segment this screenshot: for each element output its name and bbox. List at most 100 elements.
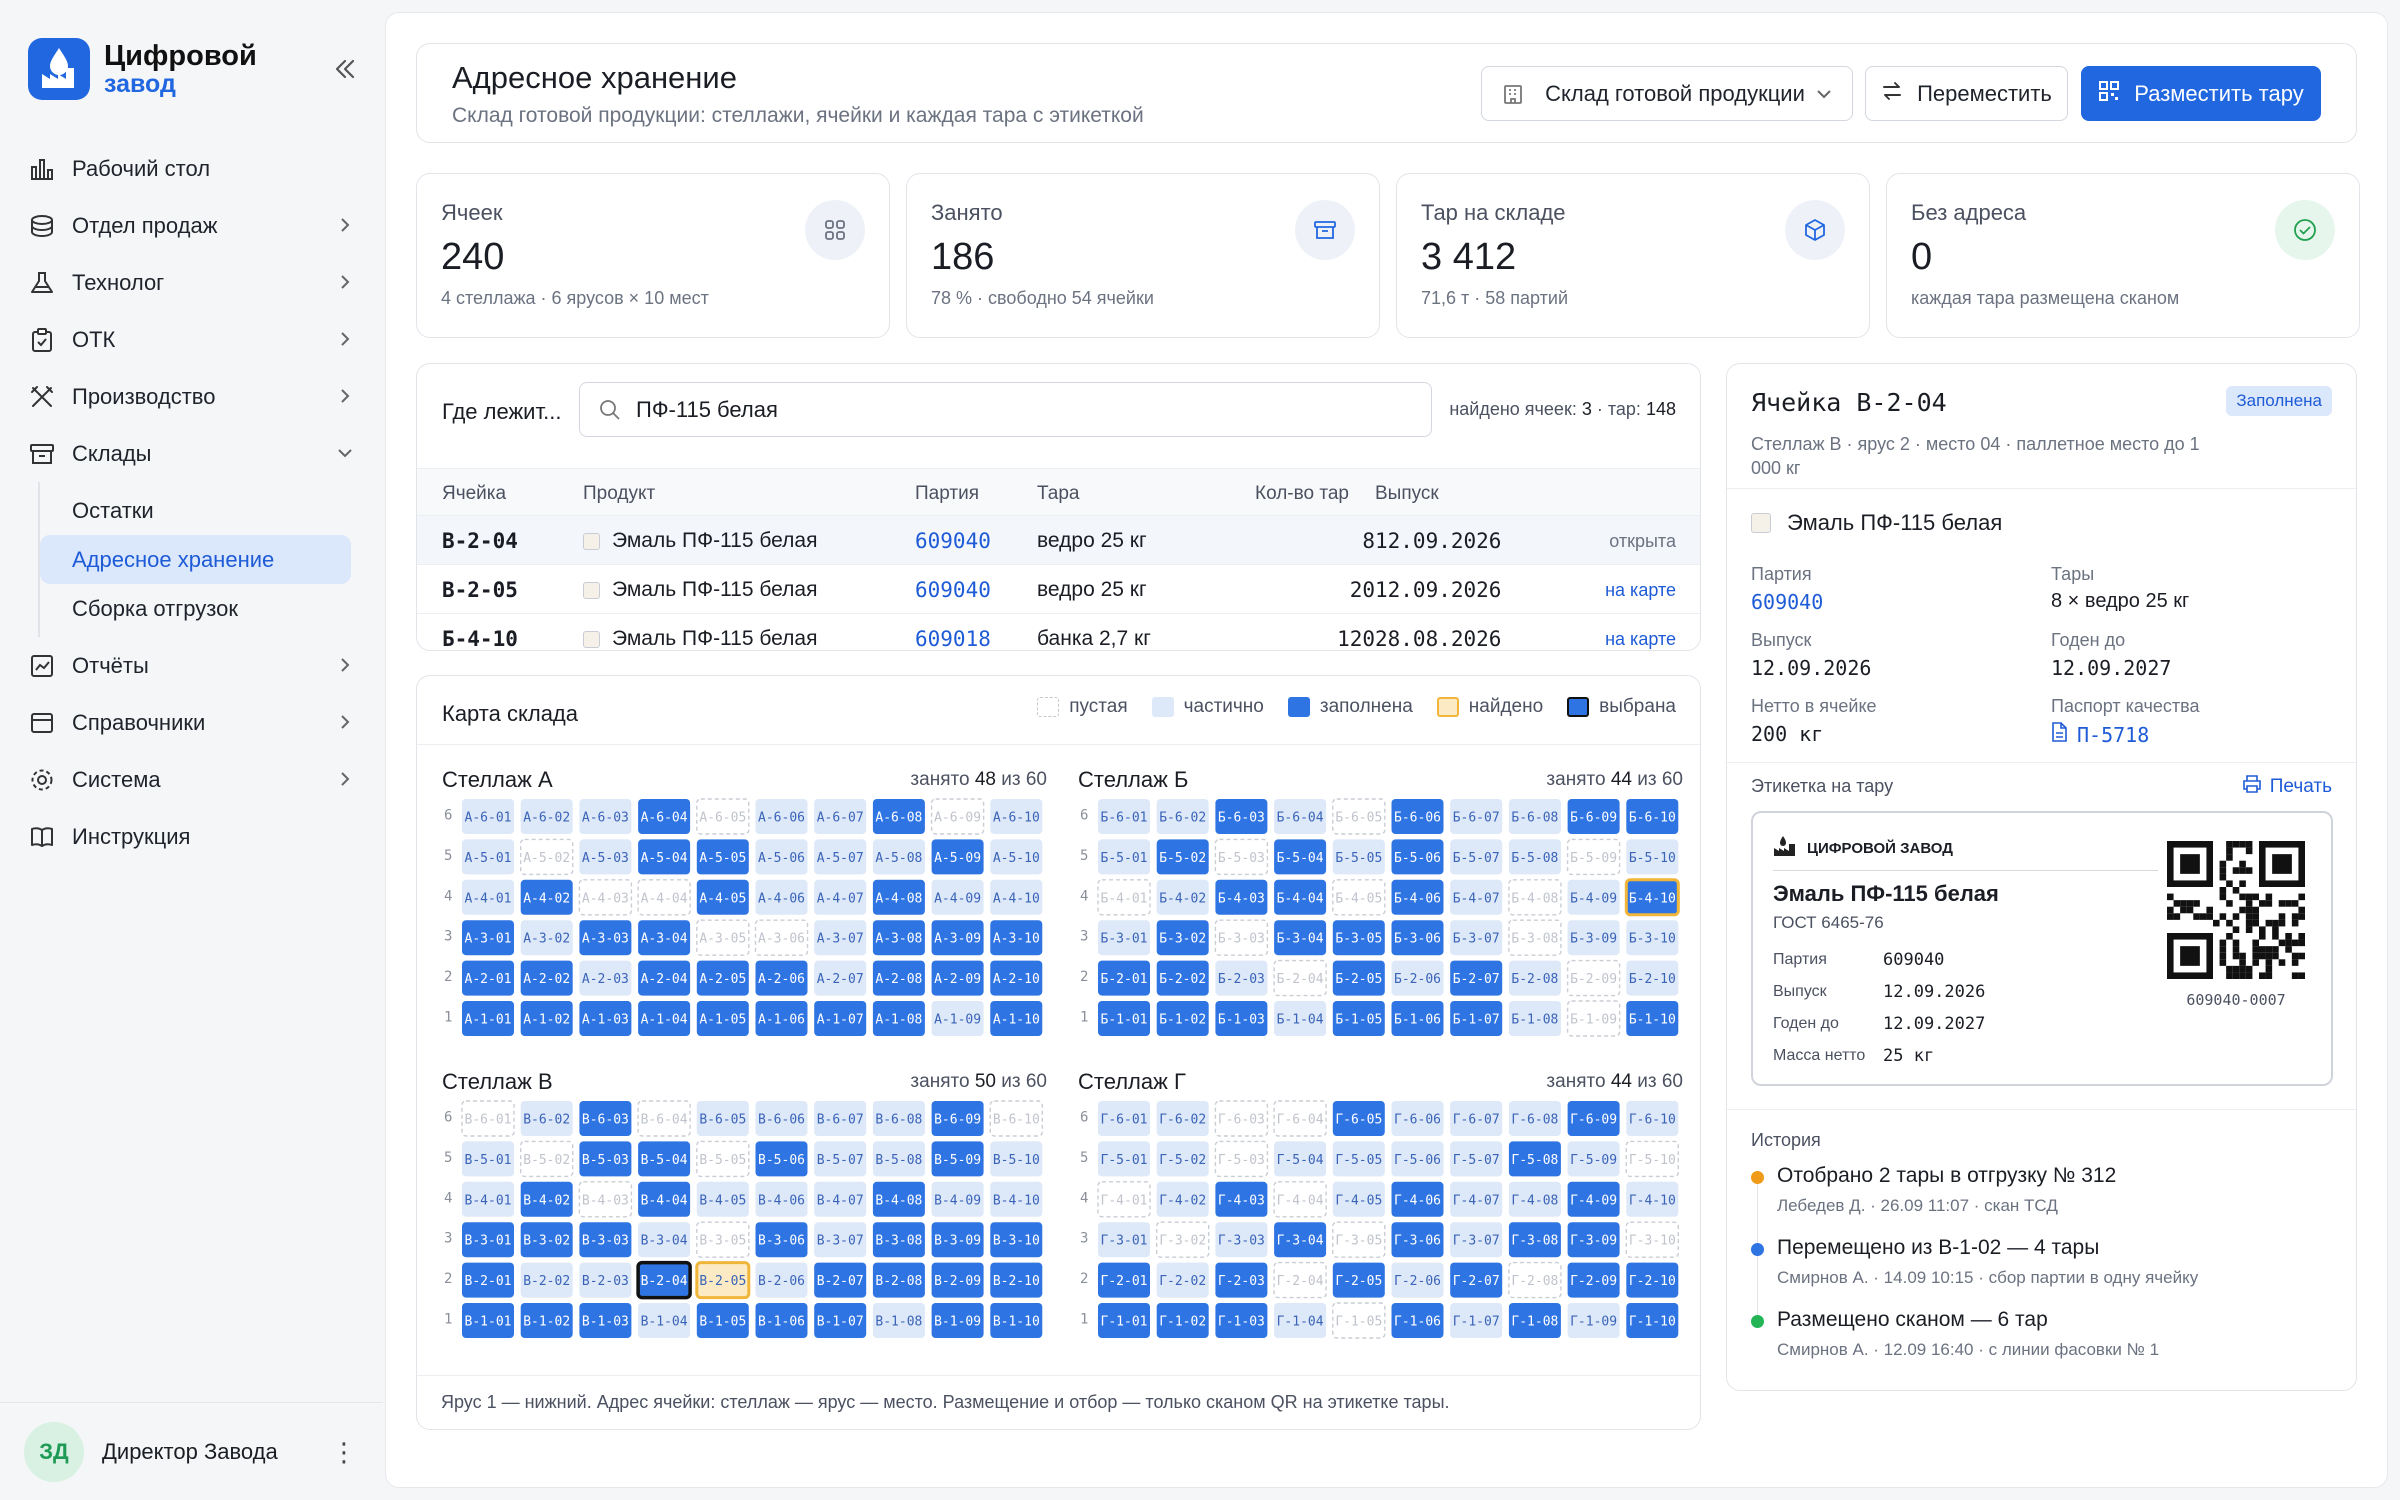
- rack-cell[interactable]: Г-1-09: [1567, 1303, 1620, 1338]
- rack-cell[interactable]: В-4-10: [990, 1181, 1043, 1217]
- rack-cell[interactable]: В-5-08: [872, 1141, 925, 1177]
- rack-cell[interactable]: В-6-04: [637, 1100, 691, 1137]
- rack-cell[interactable]: Б-5-09: [1566, 838, 1621, 876]
- rack-cell[interactable]: А-3-01: [462, 920, 514, 956]
- rack-cell[interactable]: В-1-03: [579, 1303, 632, 1338]
- nav-item-warehouses[interactable]: Склады: [0, 425, 383, 482]
- rack-cell[interactable]: Б-3-06: [1391, 920, 1444, 956]
- subnav-item-shipment-assembly[interactable]: Сборка отгрузок: [72, 595, 238, 621]
- rack-cell[interactable]: В-5-06: [755, 1141, 808, 1177]
- table-row[interactable]: Б-4-10 Эмаль ПФ-115 белая 609018 банка 2…: [417, 614, 1700, 650]
- more-vertical-icon[interactable]: ⋮: [331, 1437, 357, 1467]
- rack-cell[interactable]: Б-3-05: [1332, 920, 1385, 956]
- rack-cell[interactable]: Б-1-05: [1332, 1001, 1385, 1036]
- rack-cell[interactable]: Б-4-09: [1567, 879, 1620, 915]
- rack-cell[interactable]: Б-2-04: [1273, 959, 1327, 997]
- rack-cell[interactable]: А-6-04: [638, 799, 691, 834]
- rack-cell[interactable]: А-4-06: [755, 879, 808, 915]
- rack-cell[interactable]: Г-4-07: [1450, 1181, 1503, 1217]
- rack-cell[interactable]: Г-1-03: [1215, 1303, 1268, 1338]
- batch-link[interactable]: 609040: [915, 578, 991, 602]
- rack-cell[interactable]: В-5-10: [990, 1141, 1043, 1177]
- print-button[interactable]: Печать: [2242, 774, 2332, 800]
- rack-cell[interactable]: Б-1-01: [1098, 1001, 1150, 1036]
- rack-cell[interactable]: Г-2-05: [1332, 1262, 1385, 1298]
- rack-cell[interactable]: А-6-01: [462, 799, 514, 834]
- rack-cell[interactable]: Г-5-01: [1098, 1141, 1150, 1177]
- rack-cell[interactable]: А-3-06: [754, 919, 809, 956]
- rack-cell[interactable]: А-5-02: [519, 838, 574, 876]
- rack-cell[interactable]: Б-4-06: [1391, 879, 1444, 915]
- rack-cell[interactable]: Б-6-10: [1626, 799, 1679, 834]
- show-on-map-link[interactable]: на карте: [1605, 629, 1676, 649]
- rack-cell[interactable]: А-6-08: [872, 799, 925, 834]
- rack-cell[interactable]: А-5-10: [990, 839, 1043, 875]
- rack-cell[interactable]: Б-1-06: [1391, 1001, 1444, 1036]
- rack-cell[interactable]: Г-2-06: [1391, 1262, 1444, 1298]
- rack-cell[interactable]: Б-5-02: [1156, 839, 1209, 875]
- rack-cell[interactable]: Г-4-02: [1156, 1181, 1209, 1217]
- rack-cell[interactable]: В-2-06: [755, 1262, 808, 1298]
- rack-cell[interactable]: Г-3-02: [1155, 1221, 1210, 1258]
- rack-cell[interactable]: Б-4-07: [1450, 879, 1503, 915]
- search-input[interactable]: ПФ-115 белая: [579, 382, 1432, 437]
- rack-cell[interactable]: В-4-07: [814, 1181, 867, 1217]
- rack-cell[interactable]: Б-3-01: [1098, 920, 1150, 956]
- rack-cell[interactable]: А-1-03: [579, 1001, 632, 1036]
- rack-cell[interactable]: Б-5-01: [1098, 839, 1150, 875]
- rack-cell[interactable]: Б-5-08: [1508, 839, 1561, 875]
- rack-cell[interactable]: Б-5-05: [1332, 839, 1385, 875]
- rack-cell[interactable]: В-1-09: [931, 1303, 984, 1338]
- rack-cell[interactable]: Б-4-04: [1274, 879, 1327, 915]
- rack-cell[interactable]: Г-6-01: [1098, 1101, 1150, 1136]
- rack-cell[interactable]: А-4-08: [872, 879, 925, 915]
- rack-cell[interactable]: Б-2-05: [1332, 960, 1385, 996]
- rack-cell[interactable]: А-4-07: [814, 879, 867, 915]
- rack-cell[interactable]: В-3-10: [990, 1222, 1043, 1258]
- nav-item-production[interactable]: Производство: [0, 368, 383, 425]
- nav-item-otk[interactable]: ОТК: [0, 311, 383, 368]
- rack-cell[interactable]: Г-6-09: [1567, 1101, 1620, 1136]
- rack-cell[interactable]: В-2-01: [462, 1262, 514, 1298]
- rack-cell[interactable]: В-2-10: [990, 1262, 1043, 1298]
- table-row[interactable]: В-2-04 Эмаль ПФ-115 белая 609040 ведро 2…: [417, 516, 1700, 565]
- nav-item-manual[interactable]: Инструкция: [0, 808, 383, 865]
- rack-cell[interactable]: А-4-10: [990, 879, 1043, 915]
- rack-cell[interactable]: А-1-05: [696, 1001, 749, 1036]
- rack-cell[interactable]: Г-5-05: [1332, 1141, 1385, 1177]
- place-tare-button[interactable]: Разместить тару: [2081, 66, 2321, 121]
- rack-cell[interactable]: В-4-02: [520, 1181, 573, 1217]
- rack-cell[interactable]: В-1-08: [872, 1303, 925, 1338]
- rack-cell[interactable]: В-5-09: [931, 1141, 984, 1177]
- rack-cell[interactable]: А-5-07: [814, 839, 867, 875]
- rack-cell[interactable]: В-1-02: [520, 1303, 573, 1338]
- rack-cell[interactable]: Г-2-07: [1450, 1262, 1503, 1298]
- rack-cell[interactable]: Б-3-02: [1156, 920, 1209, 956]
- subnav-item-address-storage[interactable]: Адресное хранение: [40, 535, 351, 584]
- rack-cell[interactable]: А-2-06: [755, 960, 808, 996]
- rack-cell[interactable]: Б-1-08: [1508, 1001, 1561, 1036]
- rack-cell[interactable]: Г-3-07: [1450, 1222, 1503, 1258]
- rack-cell[interactable]: В-4-06: [755, 1181, 808, 1217]
- rack-cell[interactable]: А-3-02: [520, 920, 573, 956]
- rack-cell[interactable]: Г-2-04: [1273, 1261, 1327, 1299]
- rack-cell[interactable]: Г-4-05: [1332, 1181, 1385, 1217]
- rack-cell[interactable]: В-6-05: [696, 1101, 749, 1136]
- batch-link[interactable]: 609040: [1751, 590, 1824, 614]
- rack-cell[interactable]: А-1-09: [931, 1001, 984, 1036]
- nav-item-reports[interactable]: Отчёты: [0, 637, 383, 694]
- rack-cell[interactable]: А-2-05: [696, 960, 749, 996]
- rack-cell[interactable]: Б-6-06: [1391, 799, 1444, 834]
- rack-cell[interactable]: А-3-07: [814, 920, 867, 956]
- rack-cell[interactable]: Б-3-03: [1214, 919, 1269, 956]
- rack-cell[interactable]: А-5-08: [872, 839, 925, 875]
- rack-cell[interactable]: Б-3-09: [1567, 920, 1620, 956]
- rack-cell[interactable]: Б-2-06: [1391, 960, 1444, 996]
- rack-cell[interactable]: Г-3-04: [1274, 1222, 1327, 1258]
- rack-cell[interactable]: Г-6-08: [1508, 1101, 1561, 1136]
- rack-cell[interactable]: А-5-09: [931, 839, 984, 875]
- rack-cell[interactable]: Г-4-08: [1508, 1181, 1561, 1217]
- rack-cell[interactable]: Б-2-10: [1626, 960, 1679, 996]
- rack-cell[interactable]: Г-6-06: [1391, 1101, 1444, 1136]
- rack-cell[interactable]: Б-2-02: [1156, 960, 1209, 996]
